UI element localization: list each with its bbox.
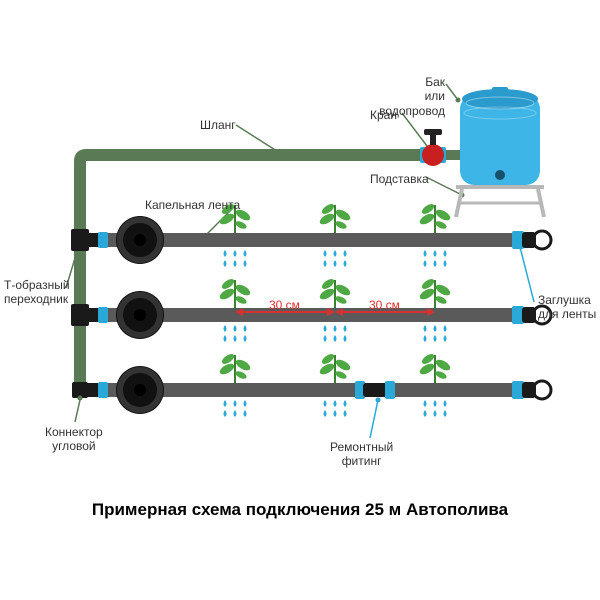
label-endcap: Заглушка для ленты — [538, 293, 596, 322]
label-tee: Т-образный переходник — [4, 278, 70, 307]
diagram-title: Примерная схема подключения 25 м Автопол… — [0, 500, 600, 520]
dim-2: 30 см — [369, 298, 400, 312]
label-stand: Подставка — [370, 172, 429, 186]
label-valve: Кран — [370, 108, 397, 122]
dim-1: 30 см — [269, 298, 300, 312]
label-elbow: Коннектор угловой — [45, 425, 103, 454]
label-hose: Шланг — [200, 118, 236, 132]
label-drip-tape: Капельная лента — [145, 198, 240, 212]
label-repair: Ремонтный фитинг — [330, 440, 393, 469]
